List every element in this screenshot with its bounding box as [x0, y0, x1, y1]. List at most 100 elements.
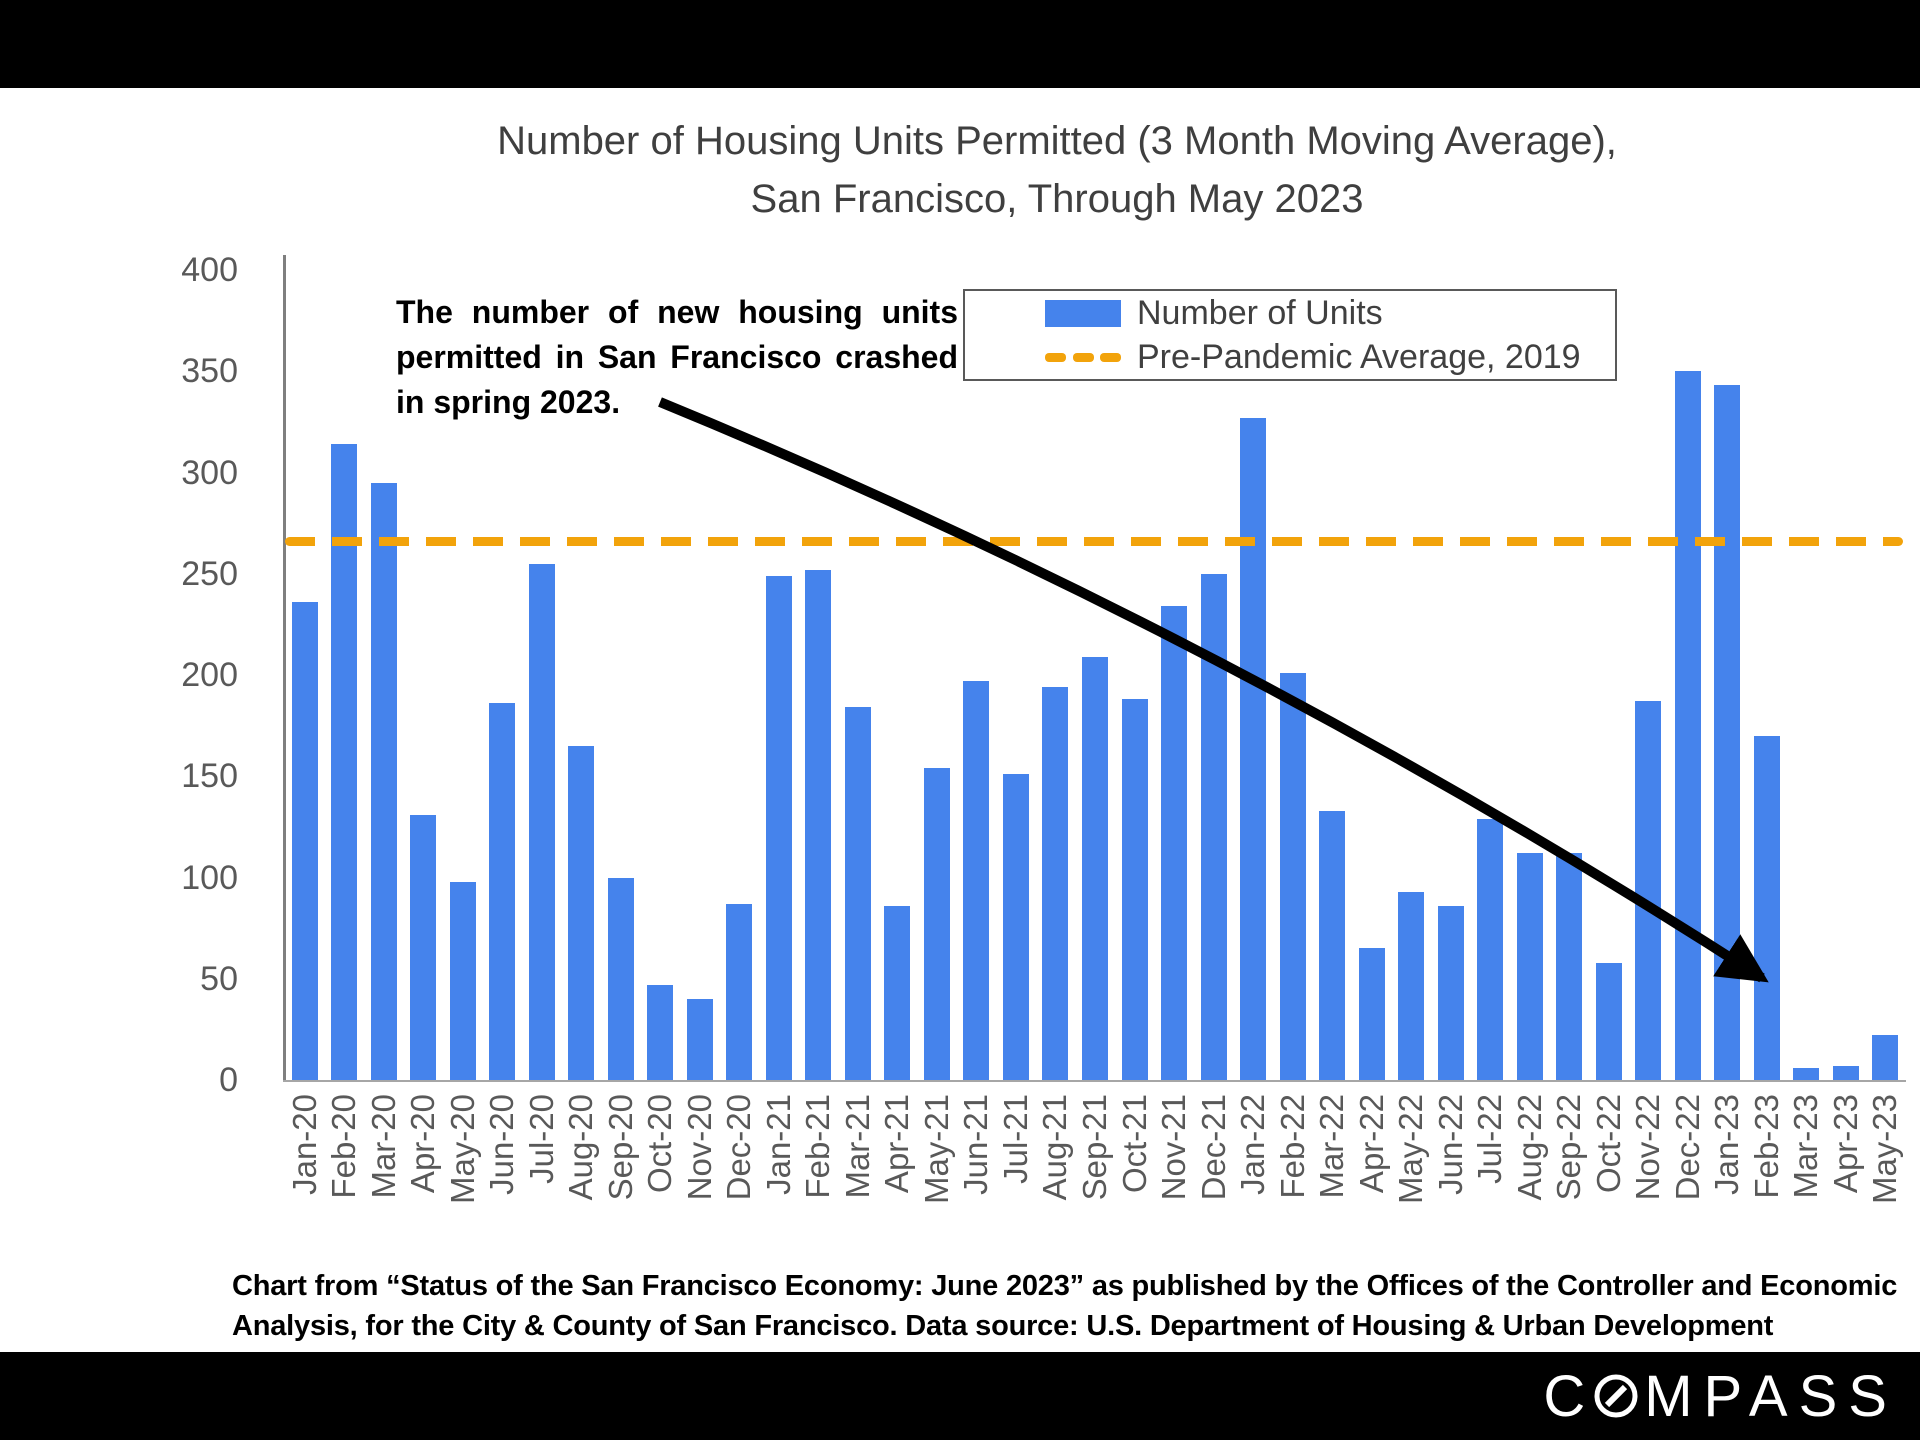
x-tick-Mar-20: Mar-20 — [364, 1094, 402, 1199]
bar-Mar-22 — [1319, 810, 1346, 1080]
bar-Oct-20 — [647, 984, 674, 1080]
chart-title: Number of Housing Units Permitted (3 Mon… — [0, 112, 1920, 228]
bar-Mar-21 — [844, 707, 871, 1080]
x-tick-Jan-21: Jan-21 — [759, 1094, 797, 1195]
y-tick-50: 50 — [200, 959, 238, 998]
x-tick-May-21: May-21 — [917, 1094, 955, 1205]
x-tick-Jun-20: Jun-20 — [483, 1094, 521, 1195]
y-tick-150: 150 — [181, 757, 238, 796]
x-tick-Feb-22: Feb-22 — [1273, 1094, 1311, 1199]
x-tick-Feb-23: Feb-23 — [1747, 1094, 1785, 1199]
x-tick-Jun-22: Jun-22 — [1431, 1094, 1469, 1195]
bar-May-21 — [923, 768, 950, 1080]
top-black-bar — [0, 0, 1920, 88]
x-tick-Sep-21: Sep-21 — [1076, 1094, 1113, 1201]
x-tick-Jan-20: Jan-20 — [285, 1094, 323, 1195]
x-tick-Aug-20: Aug-20 — [562, 1094, 600, 1201]
bar-Feb-21 — [805, 569, 832, 1080]
bar-Jul-20 — [528, 563, 555, 1080]
bar-May-23 — [1872, 1035, 1899, 1080]
x-tick-Mar-21: Mar-21 — [838, 1094, 876, 1199]
x-tick-Sep-22: Sep-22 — [1550, 1094, 1588, 1201]
bar-Jul-22 — [1477, 818, 1504, 1080]
legend-item-number-of-units: Number of Units — [965, 291, 1615, 335]
x-tick-Dec-21: Dec-21 — [1194, 1094, 1232, 1201]
bar-May-20 — [449, 881, 476, 1080]
bar-Apr-23 — [1832, 1065, 1859, 1080]
y-tick-250: 250 — [181, 554, 238, 593]
bar-Dec-20 — [726, 903, 753, 1080]
x-tick-Nov-22: Nov-22 — [1629, 1094, 1667, 1201]
bar-Jan-23 — [1714, 385, 1741, 1080]
bar-Nov-21 — [1161, 606, 1188, 1080]
bar-Jul-21 — [1002, 774, 1029, 1080]
x-tick-Nov-20: Nov-20 — [680, 1094, 718, 1201]
x-tick-Apr-22: Apr-22 — [1352, 1094, 1390, 1194]
legend-bar-swatch — [1045, 299, 1121, 327]
x-tick-May-20: May-20 — [443, 1094, 481, 1205]
compass-logo-text-mpass: MPASS — [1644, 1363, 1898, 1429]
bar-Aug-21 — [1042, 687, 1069, 1080]
bar-Nov-20 — [686, 999, 713, 1080]
x-tick-Apr-23: Apr-23 — [1826, 1094, 1864, 1194]
y-tick-200: 200 — [181, 656, 238, 694]
x-tick-Mar-22: Mar-22 — [1313, 1094, 1351, 1199]
bar-Feb-22 — [1279, 672, 1306, 1080]
source-caption: Chart from “Status of the San Francisco … — [232, 1266, 1897, 1346]
legend-label: Pre-Pandemic Average, 2019 — [1137, 337, 1581, 376]
chart-title-line1: Number of Housing Units Permitted (3 Mon… — [497, 119, 1617, 163]
x-tick-Apr-21: Apr-21 — [878, 1094, 916, 1194]
bar-Feb-23 — [1753, 735, 1780, 1080]
x-tick-Feb-20: Feb-20 — [325, 1094, 363, 1199]
y-tick-0: 0 — [219, 1061, 238, 1099]
bar-Jun-20 — [489, 703, 516, 1080]
x-tick-Jun-21: Jun-21 — [957, 1094, 995, 1195]
compass-logo: C MPASS — [1543, 1352, 1898, 1440]
x-tick-Aug-21: Aug-21 — [1036, 1094, 1074, 1201]
bar-Nov-22 — [1635, 701, 1662, 1080]
x-tick-Jan-23: Jan-23 — [1708, 1094, 1746, 1195]
x-tick-Oct-20: Oct-20 — [641, 1094, 679, 1194]
source-caption-line2: Analysis, for the City & County of San F… — [232, 1310, 1774, 1342]
x-tick-Dec-20: Dec-20 — [720, 1094, 758, 1201]
bar-Sep-20 — [607, 877, 634, 1080]
bar-Oct-22 — [1595, 962, 1622, 1080]
bar-Aug-20 — [568, 745, 595, 1080]
bar-Apr-20 — [410, 814, 437, 1080]
x-tick-Dec-22: Dec-22 — [1668, 1094, 1706, 1201]
x-tick-Aug-22: Aug-22 — [1510, 1094, 1548, 1201]
bar-Sep-22 — [1556, 853, 1583, 1080]
x-axis-line — [283, 1080, 1906, 1082]
source-caption-line1: Chart from “Status of the San Francisco … — [232, 1270, 1898, 1302]
legend-label: Number of Units — [1137, 293, 1383, 332]
x-tick-Jan-22: Jan-22 — [1234, 1094, 1272, 1195]
bar-Mar-20 — [370, 482, 397, 1080]
x-axis-tick-labels: Jan-20 Feb-20 Mar-20 Apr-20 May-20 Jun-20 Jul-… — [285, 1094, 1905, 1234]
bar-Apr-21 — [884, 905, 911, 1080]
bar-Jan-21 — [765, 575, 792, 1080]
bar-Dec-22 — [1674, 371, 1701, 1080]
bar-Mar-23 — [1793, 1067, 1820, 1080]
x-tick-Jul-21: Jul-21 — [996, 1094, 1034, 1184]
x-tick-May-22: May-22 — [1392, 1094, 1430, 1205]
x-tick-Feb-21: Feb-21 — [799, 1094, 837, 1199]
legend: Number of Units Pre-Pandemic Average, 20… — [963, 289, 1617, 381]
x-tick-Sep-20: Sep-20 — [601, 1094, 639, 1201]
x-tick-Oct-21: Oct-21 — [1115, 1094, 1153, 1194]
compass-o-icon — [1594, 1374, 1638, 1418]
bottom-black-bar — [0, 1352, 1920, 1440]
x-tick-Oct-22: Oct-22 — [1589, 1094, 1627, 1194]
bar-Jan-20 — [291, 602, 318, 1080]
x-tick-Nov-21: Nov-21 — [1155, 1094, 1193, 1201]
x-tick-Jul-20: Jul-20 — [522, 1094, 560, 1184]
bar-Feb-20 — [331, 444, 358, 1080]
bar-Dec-21 — [1200, 573, 1227, 1080]
y-tick-100: 100 — [181, 858, 238, 897]
bar-Oct-21 — [1121, 699, 1148, 1080]
annotation-line: permitted in San Francisco crashed — [396, 339, 958, 375]
bar-Jun-21 — [963, 681, 990, 1080]
annotation-text: The number of new housing units permitte… — [396, 290, 958, 425]
bar-Apr-22 — [1358, 948, 1385, 1080]
y-axis-line — [283, 255, 286, 1082]
